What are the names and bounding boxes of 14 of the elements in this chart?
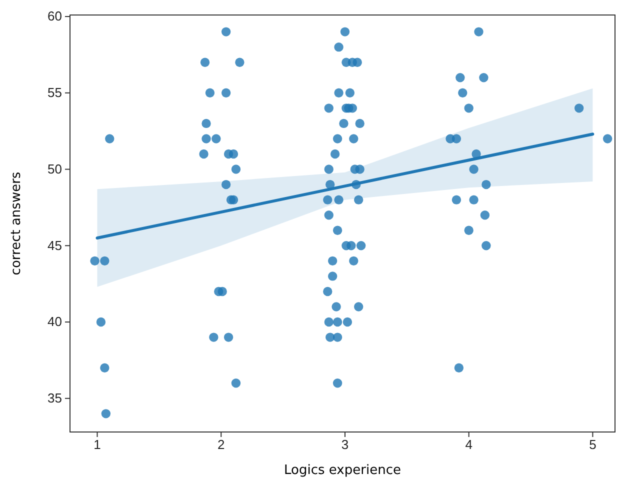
- y-tick-label: 45: [48, 238, 62, 253]
- x-tick-label: 3: [341, 437, 349, 452]
- x-tick-label: 1: [94, 437, 101, 452]
- y-tick-label: 50: [48, 161, 62, 176]
- y-tick-label: 55: [48, 85, 62, 100]
- y-tick-label: 60: [48, 8, 62, 24]
- x-axis-title: Logics experience: [284, 463, 401, 478]
- y-tick-label: 40: [48, 314, 62, 330]
- line-series: [96, 132, 594, 240]
- x-tick-label: 2: [217, 437, 225, 452]
- x-tick-label: 5: [589, 437, 596, 452]
- y-tick-label: 35: [48, 390, 62, 406]
- x-tick-label: 4: [465, 437, 472, 452]
- y-axis-title: correct answers: [9, 172, 24, 276]
